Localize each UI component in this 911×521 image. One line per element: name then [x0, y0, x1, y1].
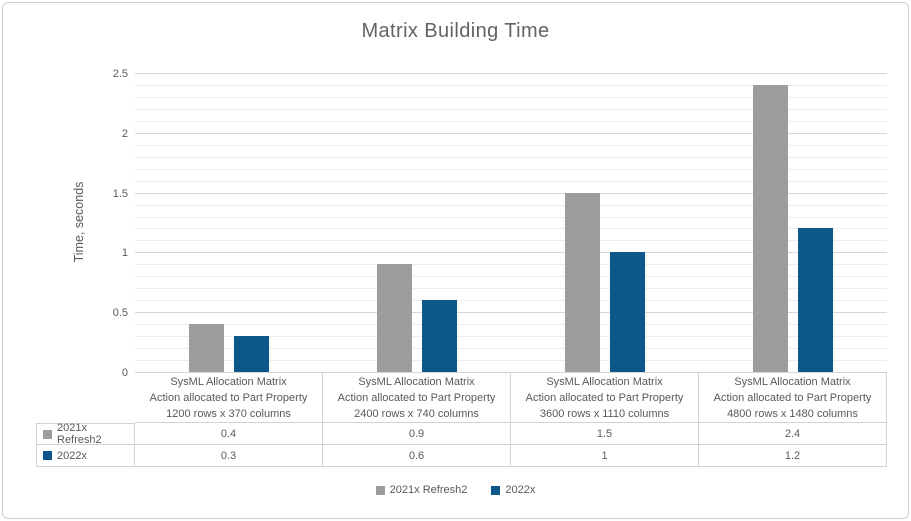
bar-2021x-refresh2 [377, 264, 412, 372]
series-swatch [43, 429, 52, 439]
category-label-line: 1200 rows x 370 columns [166, 408, 291, 420]
minor-gridline [135, 204, 887, 206]
table-value-cell: 0.3 [135, 445, 323, 467]
legend-item: 2022x [491, 484, 535, 496]
category-label-cell: SysML Allocation Matrix Action allocated … [135, 372, 323, 423]
bar-2022x [610, 252, 645, 372]
legend: 2021x Refresh2 2022x [0, 484, 911, 496]
bar-2022x [422, 300, 457, 372]
category-bar-group [135, 73, 323, 372]
y-tick-label: 1.5 [112, 187, 128, 200]
chart-title: Matrix Building Time [361, 20, 550, 42]
minor-gridline [135, 276, 887, 278]
minor-gridline [135, 144, 887, 146]
y-tick-label: 0 [121, 367, 128, 379]
series-name-label: 2021x Refresh2 [57, 422, 102, 446]
minor-gridline [135, 168, 887, 170]
legend-swatch [375, 485, 385, 495]
category-bar-group [511, 73, 699, 372]
minor-gridline [135, 240, 887, 242]
plot-area [135, 73, 887, 372]
table-value-cell: 0.6 [323, 445, 511, 467]
minor-gridline [135, 216, 887, 218]
bar-2021x-refresh2 [189, 324, 224, 372]
major-gridline [135, 312, 887, 314]
category-label-line: 2400 rows x 740 columns [354, 408, 479, 420]
minor-gridline [135, 288, 887, 290]
table-corner-spacer [36, 372, 135, 423]
bar-2021x-refresh2 [565, 192, 600, 372]
minor-gridline [135, 360, 887, 362]
category-label-line: Action allocated to Part Property [337, 392, 496, 404]
category-label-line: SysML Allocation Matrix [170, 376, 287, 388]
category-label-cell: SysML Allocation Matrix Action allocated … [323, 372, 511, 423]
minor-gridline [135, 324, 887, 326]
legend-item: 2021x Refresh2 [375, 484, 468, 496]
minor-gridline [135, 336, 887, 338]
table-value-cell: 2.4 [699, 423, 887, 445]
category-label-line: 4800 rows x 1480 columns [727, 408, 858, 420]
bar-2022x [798, 228, 833, 372]
major-gridline [135, 252, 887, 254]
category-label-line: SysML Allocation Matrix [734, 376, 851, 388]
series-name-label: 2022x [57, 449, 87, 462]
minor-gridline [135, 180, 887, 182]
category-label-line: Action allocated to Part Property [713, 392, 872, 404]
category-bar-group [699, 73, 887, 372]
category-label-cell: SysML Allocation Matrix Action allocated … [511, 372, 699, 423]
table-value-cell: 1.2 [699, 445, 887, 467]
minor-gridline [135, 348, 887, 350]
table-value-cell: 0.4 [135, 423, 323, 445]
series-row-header: 2022x [36, 445, 135, 467]
minor-gridline [135, 84, 887, 86]
y-tick-label: 2 [121, 127, 128, 140]
table-value-cell: 1 [511, 445, 699, 467]
y-tick-label: 2.5 [112, 68, 128, 80]
major-gridline [135, 132, 887, 134]
minor-gridline [135, 300, 887, 302]
category-label-line: SysML Allocation Matrix [358, 376, 475, 388]
major-gridline [135, 73, 887, 74]
bar-2021x-refresh2 [753, 84, 788, 372]
category-label-line: Action allocated to Part Property [525, 392, 684, 404]
table-value-cell: 0.9 [323, 423, 511, 445]
minor-gridline [135, 228, 887, 230]
category-label-line: SysML Allocation Matrix [546, 376, 663, 388]
series-swatch [43, 451, 52, 460]
category-label-line: Action allocated to Part Property [149, 392, 308, 404]
y-tick-label: 0.5 [112, 307, 128, 320]
category-label-cell: SysML Allocation Matrix Action allocated … [699, 372, 887, 423]
minor-gridline [135, 120, 887, 122]
minor-gridline [135, 264, 887, 266]
bar-2022x [234, 336, 269, 372]
category-label-line: 3600 rows x 1110 columns [539, 408, 670, 420]
major-gridline [135, 192, 887, 194]
y-tick-label: 1 [121, 247, 128, 260]
legend-swatch [491, 485, 501, 495]
legend-label: 2021x Refresh2 [389, 484, 468, 496]
series-row-header: 2021x Refresh2 [36, 422, 135, 446]
legend-label: 2022x [505, 484, 536, 496]
table-value-cell: 1.5 [511, 423, 699, 445]
data-table: SysML Allocation Matrix Action allocated … [36, 372, 887, 467]
minor-gridline [135, 108, 887, 110]
category-bar-group [323, 73, 511, 372]
y-axis-title: Time, seconds [72, 181, 86, 263]
minor-gridline [135, 96, 887, 98]
minor-gridline [135, 156, 887, 158]
